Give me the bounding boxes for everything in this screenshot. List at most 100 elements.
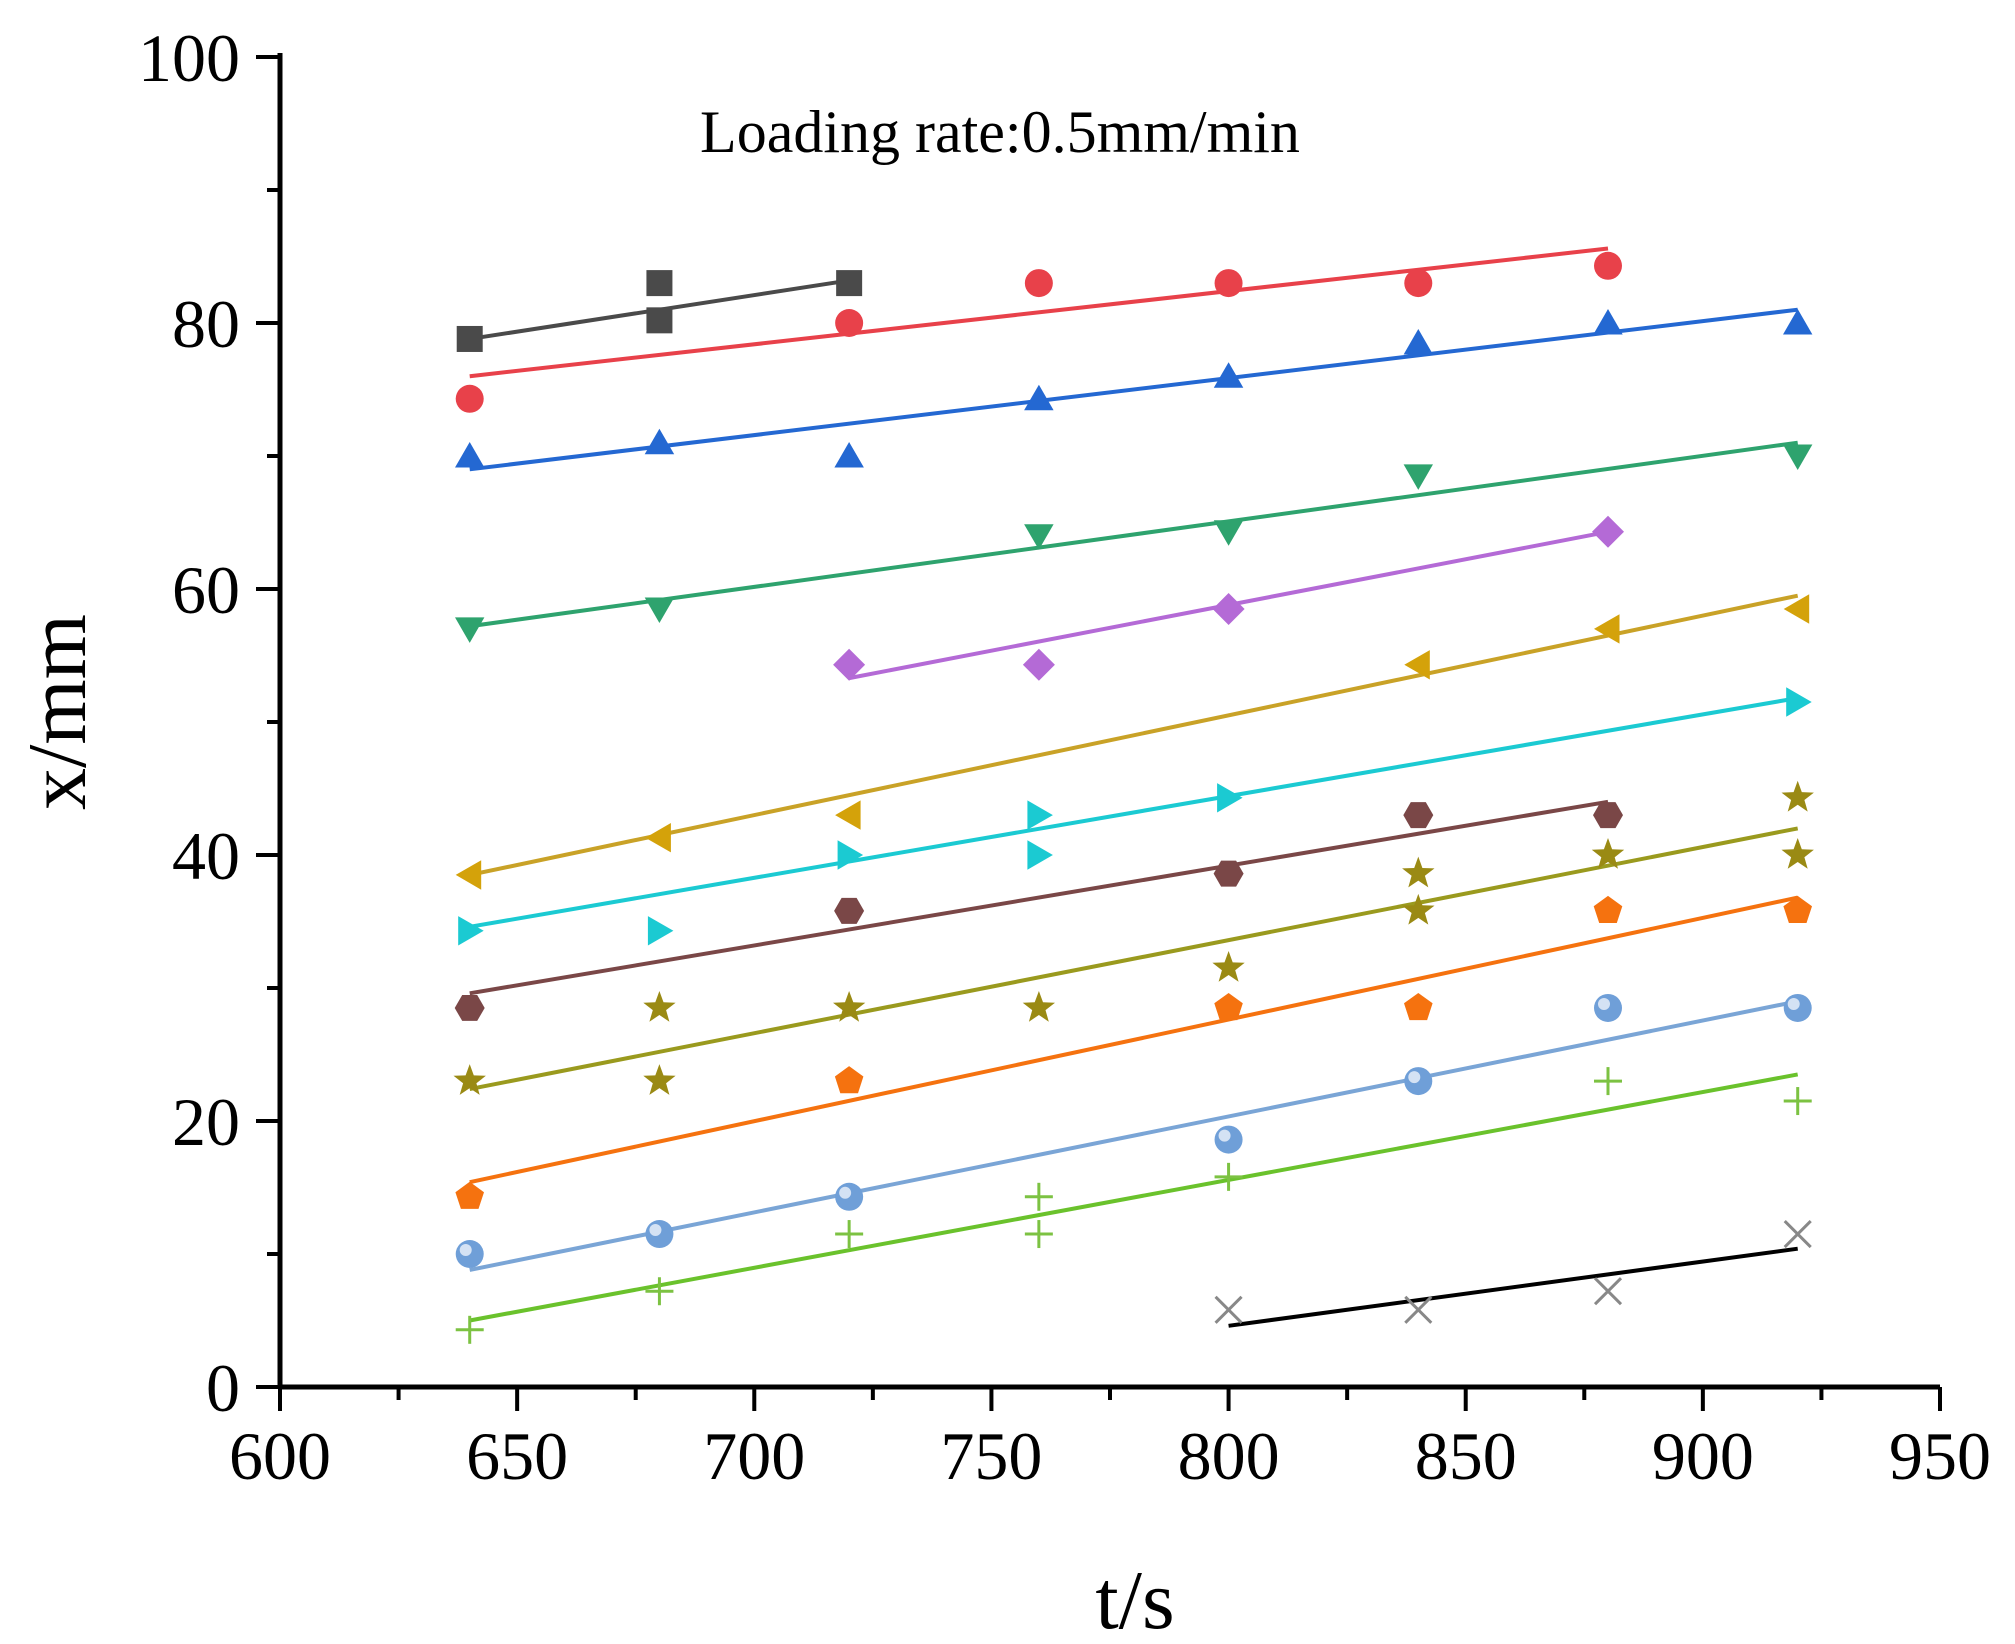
series-8-point-5 xyxy=(1593,802,1623,829)
series-10-fit-line xyxy=(469,895,1799,1185)
x-axis-title: t/s xyxy=(1095,1554,1174,1644)
x-tick-label: 900 xyxy=(1652,1418,1754,1494)
series-7-point-6 xyxy=(1217,783,1243,813)
series-10-point-5 xyxy=(1593,895,1623,923)
series-1-point-2 xyxy=(646,270,673,297)
series-6-point-4 xyxy=(1404,650,1430,680)
series-8-fit-line xyxy=(469,799,1609,996)
series-11-point-6-highlight xyxy=(1598,997,1610,1010)
series-9-point-3 xyxy=(643,1064,676,1095)
series-13-point-2-b xyxy=(1404,1295,1433,1324)
series-9-point-9 xyxy=(1591,838,1625,869)
series-12-point-2 xyxy=(645,1277,674,1306)
series-13-point-4 xyxy=(1783,1219,1812,1249)
x-tick-label: 800 xyxy=(1178,1418,1280,1494)
series-6-point-5 xyxy=(1594,614,1620,644)
series-11-fit-line xyxy=(469,999,1799,1272)
series-3-point-5 xyxy=(1213,362,1244,388)
series-9-fit-line xyxy=(469,826,1799,1092)
series-5-point-1 xyxy=(833,648,866,681)
series-8-point-1 xyxy=(454,995,485,1021)
series-4-point-1 xyxy=(455,617,485,643)
series-6-fit-line xyxy=(469,593,1799,877)
series-13-point-1 xyxy=(1214,1295,1243,1324)
series-9-point-5 xyxy=(1022,991,1055,1022)
series-11-point-5-highlight xyxy=(1408,1071,1421,1084)
series-11-point-1 xyxy=(455,1240,484,1268)
series-12-point-4 xyxy=(1024,1182,1053,1211)
series-11-point-1-highlight xyxy=(459,1244,472,1256)
series-12-point-3 xyxy=(835,1220,864,1249)
series-9-point-4 xyxy=(833,991,866,1022)
series-4-point-3 xyxy=(1024,524,1054,550)
series-2-point-5 xyxy=(1404,269,1433,298)
series-13-point-2 xyxy=(1404,1295,1433,1324)
y-tick-label: 80 xyxy=(172,286,240,362)
series-11-point-4 xyxy=(1214,1125,1243,1154)
series-3-point-2 xyxy=(644,428,675,455)
series-13-point-3 xyxy=(1593,1277,1623,1306)
series-11-point-2 xyxy=(645,1220,674,1249)
fit-lines xyxy=(469,246,1799,1328)
series-11-point-6 xyxy=(1594,993,1622,1022)
series-2-point-3 xyxy=(1024,269,1053,298)
series-8-point-2 xyxy=(834,897,865,924)
series-10-point-3 xyxy=(1214,993,1243,1021)
series-11-point-7 xyxy=(1783,993,1812,1022)
series-2-point-2 xyxy=(835,309,864,337)
series-12-point-1 xyxy=(455,1315,484,1344)
series-5-point-4 xyxy=(1592,515,1624,548)
series-4-point-2 xyxy=(644,597,675,623)
series-6-point-2 xyxy=(645,823,671,853)
series-6-point-1 xyxy=(455,860,482,890)
series-7-point-5 xyxy=(1027,840,1053,870)
series-3-point-3 xyxy=(834,442,864,468)
series-3-point-8 xyxy=(1783,309,1813,335)
series-12-point-5 xyxy=(1024,1220,1053,1249)
series-5-point-2 xyxy=(1022,648,1055,681)
series-9-point-1 xyxy=(453,1064,486,1095)
series-12-point-8 xyxy=(1783,1087,1812,1116)
series-13-fit-line xyxy=(1228,1246,1798,1328)
series-1-point-3 xyxy=(646,307,673,334)
series-2-point-6 xyxy=(1594,251,1622,280)
series-12-fit-line xyxy=(469,1072,1799,1323)
series-13-point-4-b xyxy=(1783,1219,1812,1249)
y-tick-label: 0 xyxy=(206,1350,240,1426)
series-5-point-3 xyxy=(1212,593,1245,625)
chart-annotation: Loading rate:0.5mm/min xyxy=(700,99,1300,165)
series-11-point-3 xyxy=(835,1182,864,1211)
x-tick-label: 650 xyxy=(466,1418,568,1494)
series-6-point-3 xyxy=(835,800,861,830)
series-7-point-4 xyxy=(1027,800,1053,830)
series-11-point-7-highlight xyxy=(1787,997,1800,1010)
series-3-point-4 xyxy=(1024,384,1054,411)
series-4-point-4 xyxy=(1213,520,1244,546)
series-7-point-3 xyxy=(837,840,864,870)
x-tick-label: 750 xyxy=(940,1418,1042,1494)
y-tick-label: 20 xyxy=(172,1084,240,1160)
series-4-fit-line xyxy=(469,440,1798,629)
series-1-point-4 xyxy=(836,270,863,297)
series-7-point-7 xyxy=(1786,687,1812,717)
series-4-point-5 xyxy=(1403,464,1433,490)
series-8-point-4 xyxy=(1403,802,1434,829)
series-4-point-6 xyxy=(1783,444,1813,470)
series-9-point-7 xyxy=(1402,856,1435,888)
series-9-point-11 xyxy=(1781,838,1814,869)
series-6-point-6 xyxy=(1783,594,1810,624)
series-9-point-6 xyxy=(1212,951,1245,982)
series-2-point-4 xyxy=(1214,269,1243,298)
series-13-point-1-b xyxy=(1214,1295,1243,1324)
series-7-point-1 xyxy=(458,916,484,946)
series-8-point-3 xyxy=(1213,860,1244,887)
series-11-point-2-highlight xyxy=(649,1224,662,1237)
x-tick-label: 850 xyxy=(1415,1418,1517,1494)
series-11-point-3-highlight xyxy=(839,1186,852,1199)
series-12-point-7 xyxy=(1594,1067,1622,1096)
series-12-point-6 xyxy=(1214,1162,1243,1191)
series-3-point-1 xyxy=(455,442,485,468)
series-10-point-6 xyxy=(1783,895,1812,923)
axes: 600 650 700 750 800 850 900 950 0 20 40 60 80 100 xyxy=(138,20,1991,1494)
